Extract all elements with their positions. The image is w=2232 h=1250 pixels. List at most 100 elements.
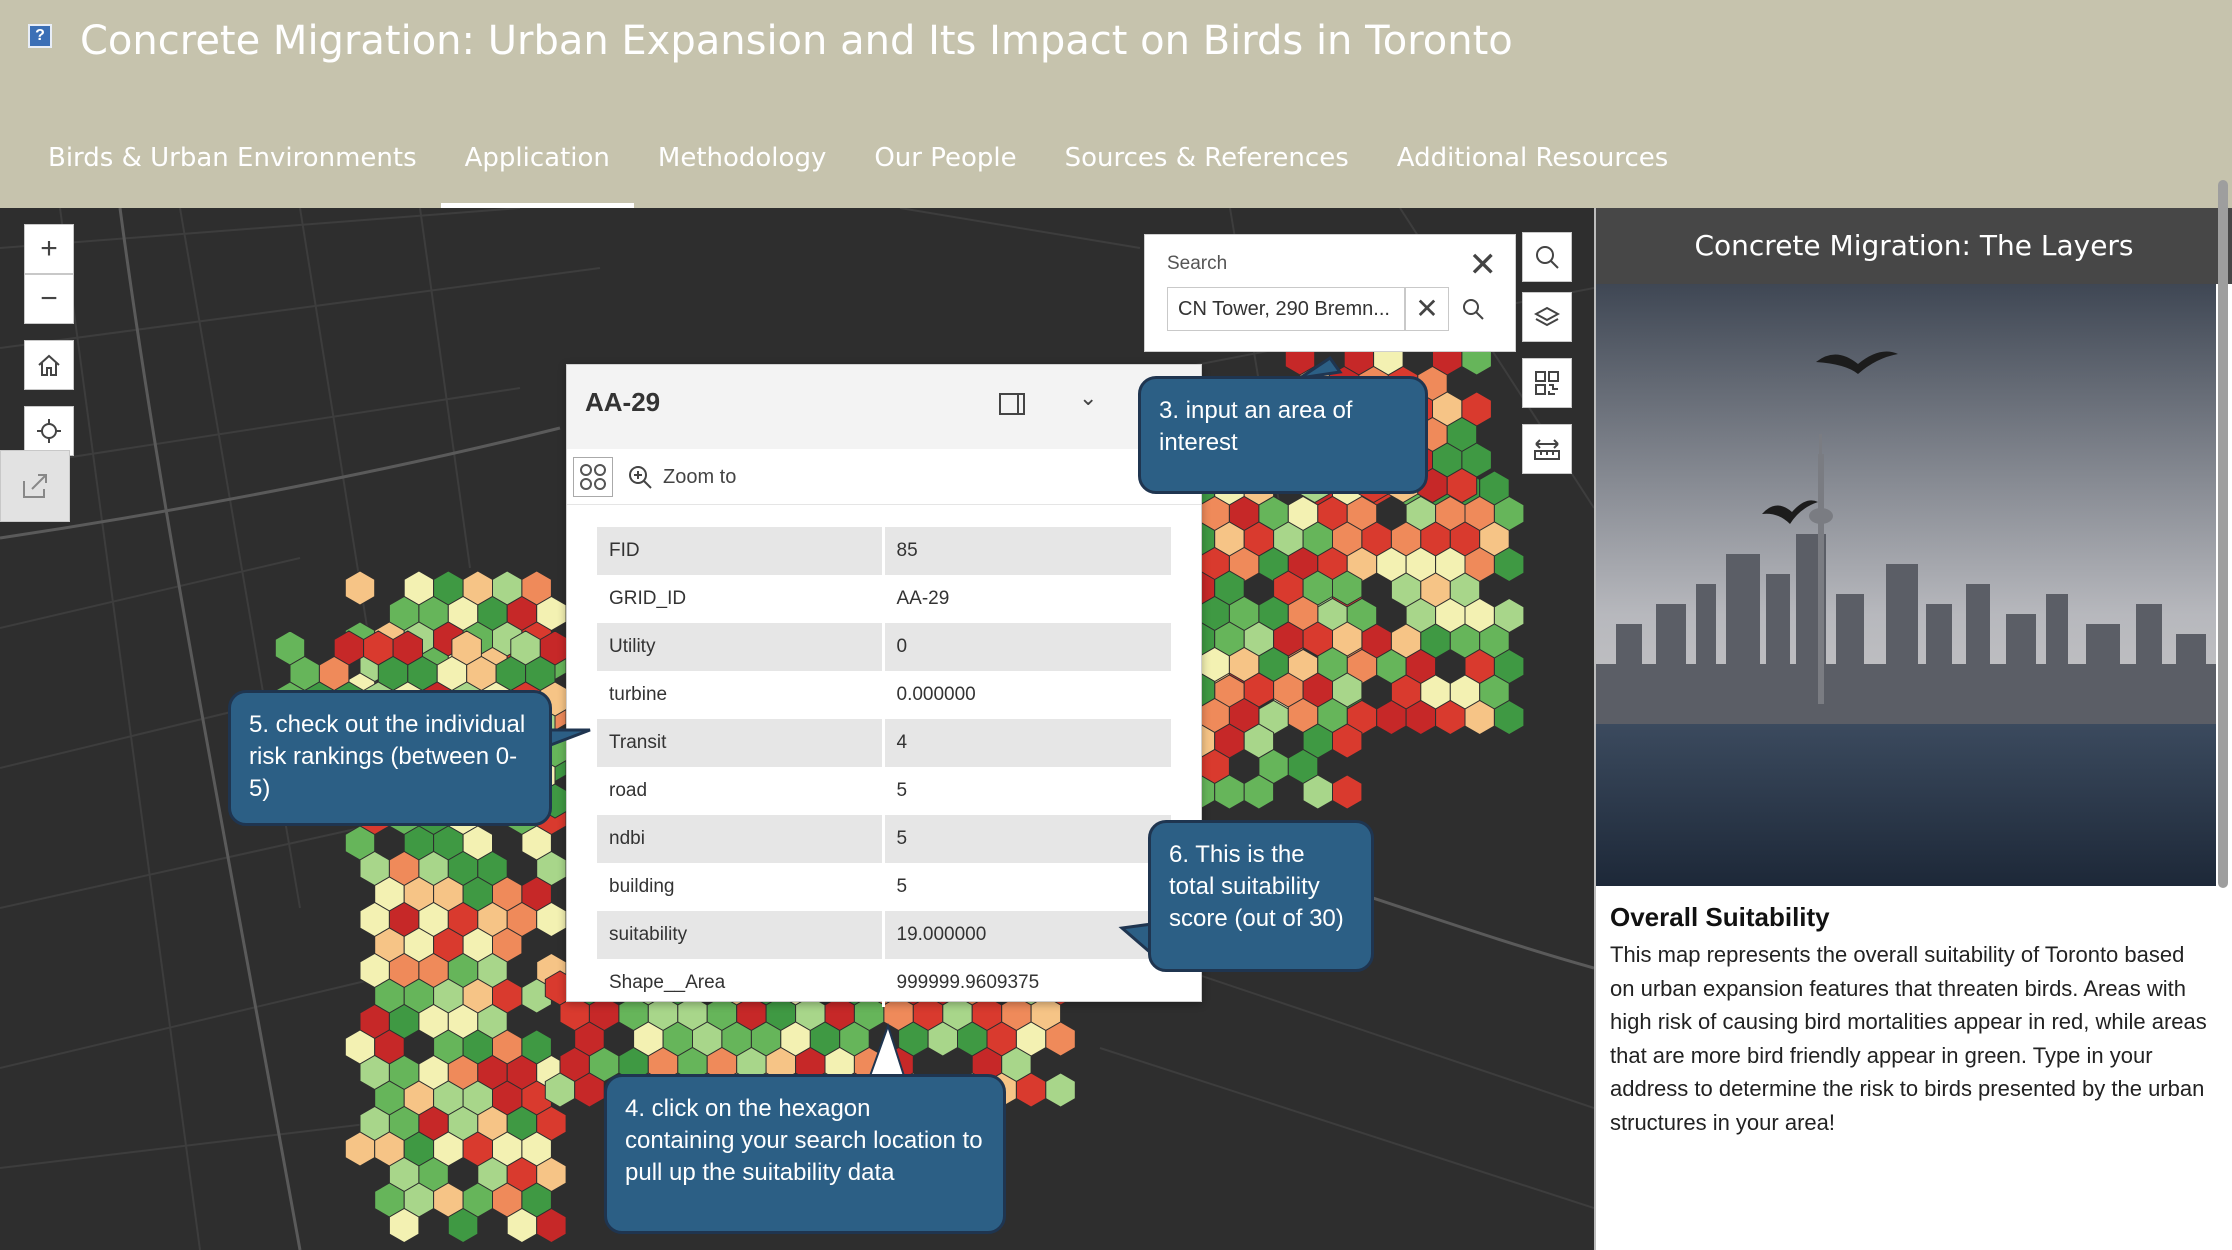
actions-menu-button[interactable] [573, 457, 613, 497]
attr-value: 5 [896, 876, 908, 897]
qr-code-button[interactable] [1522, 358, 1572, 408]
table-row: GRID_ID AA-29 [597, 575, 1171, 623]
hexagon-cell[interactable] [1332, 570, 1363, 606]
attr-value: 5 [896, 780, 908, 801]
hexagon-cell[interactable] [1493, 546, 1525, 583]
attr-value: 0.000000 [896, 684, 976, 705]
home-icon [38, 354, 60, 376]
attr-value: 4 [883, 719, 1171, 767]
table-row: Transit 4 [597, 719, 1171, 767]
side-panel-title: Concrete Migration: The Layers [1596, 208, 2232, 284]
attr-value: 19.000000 [883, 911, 1171, 959]
popup-header: AA-29 ⌄ [567, 365, 1201, 449]
zoom-to-button[interactable]: Zoom to [627, 459, 736, 495]
table-row: ndbi 5 [597, 815, 1171, 863]
chevron-down-icon[interactable]: ⌄ [1079, 385, 1098, 410]
search-icon [1463, 299, 1484, 320]
layers-icon [1534, 306, 1560, 327]
home-button[interactable] [24, 340, 74, 390]
attr-value: 5 [883, 815, 1171, 863]
search-submit-button[interactable] [1451, 287, 1495, 331]
attr-key: GRID_ID [597, 575, 885, 623]
attr-key: building [597, 863, 885, 911]
locate-button[interactable] [24, 406, 74, 456]
crosshair-icon [37, 419, 61, 443]
hexagon-cell[interactable] [1493, 699, 1525, 736]
search-input[interactable]: CN Tower, 290 Bremn... [1167, 287, 1405, 331]
ruler-icon [1534, 439, 1560, 460]
table-row: building 5 [597, 863, 1171, 911]
zoom-in-button[interactable]: + [24, 224, 74, 274]
attr-value: 0 [883, 623, 1171, 671]
feature-popup: AA-29 ⌄ Zoom to FID 85 GRID_ID AA-29 Utili… [566, 364, 1202, 1007]
layers-button[interactable] [1522, 292, 1572, 342]
map-view[interactable]: + − Search ✕ CN Tower, 290 Bremn... ✕ AA… [0, 208, 1594, 1250]
dock-icon[interactable] [999, 393, 1025, 415]
layer-description: This map represents the overall suitabil… [1610, 942, 2207, 1135]
table-row: road 5 [597, 767, 1171, 815]
share-icon [23, 474, 47, 498]
layer-subtitle: Overall Suitability [1610, 902, 1830, 932]
scrollbar[interactable] [2218, 180, 2228, 888]
hexagon-cell[interactable] [1332, 723, 1363, 759]
search-title: Search [1167, 253, 1228, 274]
search-icon [1536, 246, 1559, 269]
close-icon[interactable]: ✕ [1468, 246, 1498, 284]
callout-step-5: 5. check out the individual risk ranking… [228, 690, 552, 826]
help-icon[interactable]: ? [28, 24, 52, 48]
attr-key: Shape__Area [597, 959, 885, 1007]
popup-actions: Zoom to [567, 449, 1201, 505]
popup-title: AA-29 [585, 387, 661, 417]
hexagon-cell[interactable] [1446, 467, 1478, 504]
zoom-out-button[interactable]: − [24, 274, 74, 324]
side-panel: Concrete Migration: The Layers [1594, 180, 2232, 1250]
attr-key: Utility [597, 623, 885, 671]
attr-key: turbine [597, 671, 885, 719]
hexagon-cell[interactable] [447, 1207, 479, 1244]
tab-birds-urban[interactable]: Birds & Urban Environments [48, 143, 417, 173]
grid-icon [580, 464, 606, 490]
tab-our-people[interactable]: Our People [874, 143, 1017, 173]
toronto-skyline-image [1596, 284, 2216, 886]
nav-tabs: Birds & Urban Environments Application M… [24, 128, 1692, 208]
table-row: Shape__Area 999999.9609375 [597, 959, 1171, 1007]
zoom-to-label: Zoom to [663, 465, 737, 488]
hexagon-cell[interactable] [536, 1207, 567, 1244]
table-row: FID 85 [597, 527, 1171, 575]
attribute-table: FID 85 GRID_ID AA-29 Utility 0 turbine 0.000… [597, 527, 1171, 1007]
bird-icon [1816, 351, 1898, 374]
share-button[interactable] [0, 450, 70, 522]
hexagon-cell[interactable] [521, 978, 552, 1014]
measure-button[interactable] [1522, 424, 1572, 474]
search-toggle-button[interactable] [1522, 232, 1572, 282]
attr-key: FID [597, 527, 885, 575]
attr-value: AA-29 [896, 588, 950, 609]
hexagon-cell[interactable] [388, 1207, 420, 1244]
hexagon-cell[interactable] [344, 570, 376, 606]
attr-key: Transit [597, 719, 885, 767]
tab-methodology[interactable]: Methodology [657, 143, 827, 173]
callout-step-4: 4. click on the hexagon containing your … [604, 1074, 1006, 1234]
attr-value: 999999.9609375 [896, 972, 1040, 993]
tab-additional-resources[interactable]: Additional Resources [1396, 143, 1669, 173]
hexagon-cell[interactable] [1045, 1021, 1076, 1057]
attr-key: road [597, 767, 885, 815]
attr-value: 85 [883, 527, 1171, 575]
search-panel: Search ✕ CN Tower, 290 Bremn... ✕ [1144, 234, 1516, 352]
page-title: Concrete Migration: Urban Expansion and … [80, 18, 1513, 64]
table-row: turbine 0.000000 [597, 671, 1171, 719]
hexagon-cell[interactable] [1045, 1072, 1076, 1108]
qr-code-icon [1535, 371, 1559, 395]
attr-key: ndbi [597, 815, 885, 863]
hexagon-cell[interactable] [1243, 774, 1275, 810]
tab-application[interactable]: Application [440, 128, 635, 208]
hexagon-cell[interactable] [1332, 774, 1363, 810]
bird-icon [1762, 500, 1818, 524]
tab-sources[interactable]: Sources & References [1064, 143, 1349, 173]
table-row: Utility 0 [597, 623, 1171, 671]
table-row: suitability 19.000000 [597, 911, 1171, 959]
clear-search-button[interactable]: ✕ [1405, 287, 1449, 331]
callout-step-3: 3. input an area of interest [1138, 376, 1428, 494]
zoom-to-icon [629, 466, 652, 489]
callout-step-6: 6. This is the total suitability score (… [1148, 820, 1374, 972]
